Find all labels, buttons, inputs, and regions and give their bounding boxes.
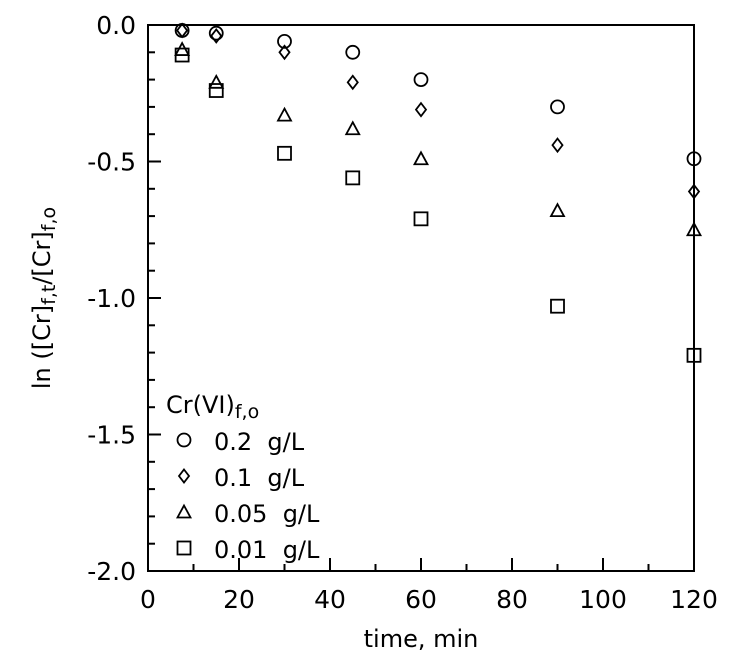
- x-tick-label: 20: [223, 585, 255, 614]
- data-point-diamond: [346, 74, 359, 91]
- data-point-triangle: [685, 221, 703, 237]
- data-point-square: [277, 145, 292, 161]
- series-circle: [174, 23, 702, 167]
- legend-label: 0.05 g/L: [214, 500, 320, 528]
- data-point-diamond: [687, 183, 701, 200]
- data-point-square: [174, 47, 190, 63]
- y-axis-title: ln ([Cr]f,t/[Cr]f,o: [28, 207, 60, 389]
- data-point-diamond: [551, 137, 564, 154]
- y-tick-label: -1.5: [87, 421, 136, 450]
- series-diamond: [175, 22, 701, 200]
- legend-marker-circle: [176, 432, 192, 448]
- legend-label: 0.1 g/L: [214, 464, 305, 492]
- data-point-square: [413, 211, 429, 227]
- y-tick-label: -0.5: [87, 148, 136, 177]
- legend-label: 0.01 g/L: [214, 536, 320, 564]
- legend: Cr(VI)f,o 0.2 g/L 0.1 g/L 0.05 g/L 0.01 g/L: [166, 391, 320, 564]
- data-point-circle: [550, 99, 565, 115]
- legend-marker-square: [176, 540, 192, 556]
- data-point-diamond: [175, 22, 189, 39]
- data-point-circle: [686, 151, 702, 167]
- x-tick-label: 0: [140, 585, 156, 614]
- series-triangle: [174, 41, 703, 237]
- tick-labels: 0 20 40 60 80 100 120 0.0 -0.5 -1.0 -1.5 -2.0: [87, 11, 718, 614]
- data-point-square: [550, 298, 565, 314]
- y-tick-label: -2.0: [87, 557, 136, 586]
- x-axis-title: time, min: [364, 625, 479, 653]
- y-tick-label: 0.0: [96, 11, 136, 40]
- data-point-circle: [208, 25, 224, 41]
- legend-item: 0.01 g/L: [176, 536, 320, 564]
- data-point-triangle: [344, 120, 361, 136]
- legend-item: 0.2 g/L: [176, 428, 305, 456]
- legend-label: 0.2 g/L: [214, 428, 305, 456]
- data-point-diamond: [278, 44, 291, 61]
- x-tick-label: 120: [670, 585, 718, 614]
- series-square: [174, 47, 702, 363]
- x-tick-label: 60: [405, 585, 437, 614]
- legend-items: 0.2 g/L 0.1 g/L 0.05 g/L 0.01 g/L: [175, 428, 320, 564]
- data-point-triangle: [412, 150, 430, 166]
- x-tick-label: 40: [314, 585, 346, 614]
- data-point-circle: [413, 72, 429, 87]
- legend-marker-triangle: [175, 503, 193, 519]
- x-tick-label: 100: [579, 585, 627, 614]
- data-point-triangle: [276, 106, 293, 122]
- subscript-text: f,t: [38, 285, 60, 305]
- subscript-text: f,o: [38, 207, 60, 231]
- data-point-triangle: [549, 202, 566, 218]
- tick-marks: [147, 24, 695, 572]
- subscript-text: f,o: [235, 401, 259, 423]
- legend-title: Cr(VI)f,o: [166, 391, 259, 423]
- legend-item: 0.05 g/L: [175, 500, 320, 528]
- y-tick-label: -1.0: [87, 284, 136, 313]
- text-segment: Cr(VI): [166, 391, 235, 419]
- data-point-circle: [277, 33, 292, 49]
- data-point-square: [686, 347, 702, 363]
- x-tick-label: 80: [496, 585, 528, 614]
- data-series: [174, 22, 703, 363]
- legend-item: 0.1 g/L: [177, 464, 305, 492]
- data-point-square: [208, 83, 224, 98]
- data-point-triangle: [208, 73, 225, 89]
- legend-marker-diamond: [177, 468, 191, 484]
- text-segment: ln ([Cr]: [28, 305, 56, 389]
- text-segment: /[Cr]: [28, 231, 56, 284]
- data-point-circle: [345, 44, 361, 60]
- data-point-diamond: [414, 101, 428, 118]
- data-point-square: [345, 170, 361, 186]
- data-point-diamond: [210, 27, 223, 44]
